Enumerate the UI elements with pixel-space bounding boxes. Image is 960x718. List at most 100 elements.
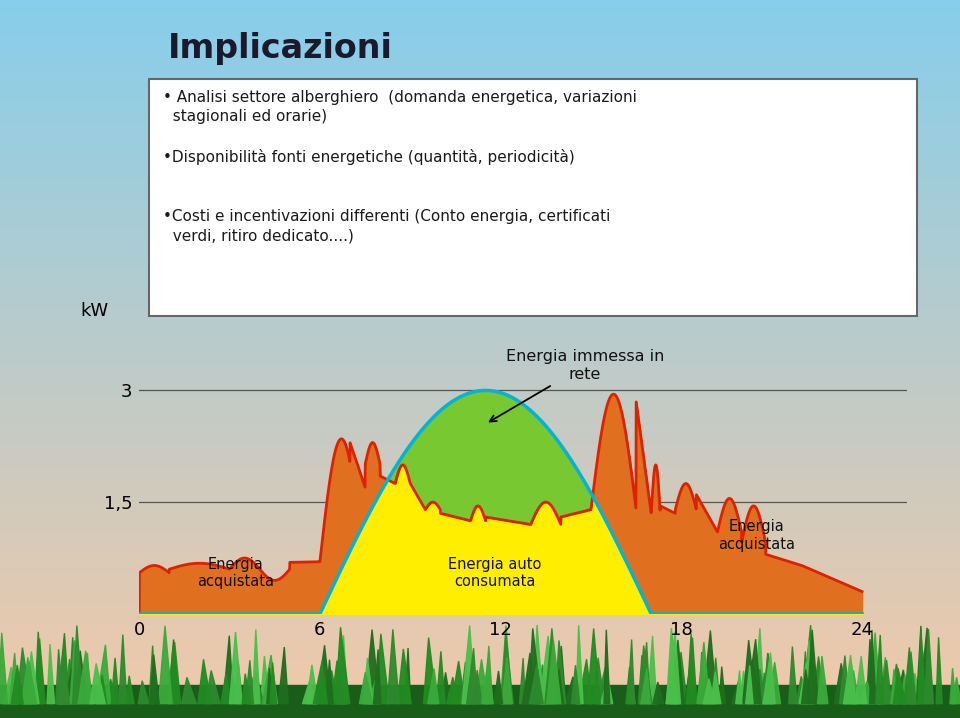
Polygon shape — [35, 638, 45, 704]
Polygon shape — [747, 639, 761, 704]
Polygon shape — [168, 640, 179, 704]
Polygon shape — [642, 673, 652, 704]
Polygon shape — [789, 646, 797, 704]
Polygon shape — [597, 667, 611, 704]
Polygon shape — [920, 652, 926, 704]
Polygon shape — [365, 630, 380, 704]
Polygon shape — [484, 646, 492, 704]
Polygon shape — [368, 682, 375, 704]
Polygon shape — [47, 644, 55, 704]
Polygon shape — [670, 640, 684, 704]
Polygon shape — [522, 653, 536, 704]
Polygon shape — [493, 671, 503, 704]
Polygon shape — [331, 661, 346, 704]
Polygon shape — [359, 672, 372, 704]
Polygon shape — [437, 651, 445, 704]
Polygon shape — [917, 626, 924, 704]
Polygon shape — [896, 670, 909, 704]
Text: Energia auto
consumata: Energia auto consumata — [448, 556, 541, 589]
Polygon shape — [719, 666, 726, 704]
Polygon shape — [387, 630, 399, 704]
Polygon shape — [670, 664, 679, 704]
Polygon shape — [641, 668, 650, 704]
Polygon shape — [4, 667, 16, 704]
Polygon shape — [803, 625, 815, 704]
Polygon shape — [302, 681, 318, 704]
Text: •Disponibilità fonti energetiche (quantità, periodicità): •Disponibilità fonti energetiche (quanti… — [163, 149, 575, 165]
Polygon shape — [482, 660, 493, 704]
Polygon shape — [68, 638, 79, 704]
Polygon shape — [565, 677, 580, 704]
Polygon shape — [920, 628, 933, 704]
Polygon shape — [653, 682, 664, 704]
Polygon shape — [870, 630, 876, 704]
Polygon shape — [335, 628, 349, 704]
Polygon shape — [57, 653, 69, 704]
Polygon shape — [428, 668, 439, 704]
Polygon shape — [628, 640, 635, 704]
Polygon shape — [950, 668, 956, 704]
Polygon shape — [170, 642, 180, 704]
Polygon shape — [840, 656, 850, 704]
Polygon shape — [313, 661, 327, 704]
Polygon shape — [743, 640, 756, 704]
Polygon shape — [746, 660, 759, 704]
Polygon shape — [467, 648, 477, 704]
Polygon shape — [749, 671, 759, 704]
Polygon shape — [462, 625, 475, 704]
Polygon shape — [818, 656, 828, 704]
Polygon shape — [74, 651, 87, 704]
Polygon shape — [538, 665, 547, 704]
Polygon shape — [16, 648, 32, 704]
Polygon shape — [756, 669, 766, 704]
Polygon shape — [326, 660, 333, 704]
Polygon shape — [126, 676, 134, 704]
Polygon shape — [541, 670, 547, 704]
Polygon shape — [666, 632, 681, 704]
Polygon shape — [373, 649, 381, 704]
Polygon shape — [711, 658, 720, 704]
Polygon shape — [588, 628, 600, 704]
Polygon shape — [223, 635, 233, 704]
Polygon shape — [799, 661, 814, 704]
Polygon shape — [540, 636, 554, 704]
Polygon shape — [229, 632, 242, 704]
Polygon shape — [936, 638, 942, 704]
Polygon shape — [638, 656, 646, 704]
Polygon shape — [872, 633, 881, 704]
Polygon shape — [12, 665, 23, 704]
Polygon shape — [267, 668, 273, 704]
Polygon shape — [249, 677, 258, 704]
Polygon shape — [23, 661, 36, 704]
Polygon shape — [768, 662, 780, 704]
Polygon shape — [528, 628, 541, 704]
Polygon shape — [168, 647, 178, 704]
Polygon shape — [0, 633, 8, 704]
Polygon shape — [242, 673, 251, 704]
Text: Energia immessa in
rete: Energia immessa in rete — [490, 350, 664, 421]
Polygon shape — [227, 676, 240, 704]
Polygon shape — [10, 653, 18, 704]
Polygon shape — [571, 666, 580, 704]
Polygon shape — [844, 663, 857, 704]
Polygon shape — [879, 657, 889, 704]
Polygon shape — [235, 661, 243, 704]
Polygon shape — [529, 664, 543, 704]
Text: Implicazioni: Implicazioni — [168, 32, 393, 65]
Polygon shape — [900, 675, 908, 704]
Polygon shape — [260, 656, 270, 704]
Polygon shape — [910, 673, 922, 704]
Polygon shape — [812, 656, 825, 704]
Polygon shape — [703, 679, 715, 704]
Polygon shape — [58, 633, 69, 704]
Polygon shape — [879, 660, 892, 704]
Text: • Analisi settore alberghiero  (domanda energetica, variazioni
  stagionali ed o: • Analisi settore alberghiero (domanda e… — [163, 90, 637, 124]
Polygon shape — [746, 666, 753, 704]
Polygon shape — [24, 663, 36, 704]
Polygon shape — [893, 668, 906, 704]
Polygon shape — [324, 671, 338, 704]
Polygon shape — [876, 635, 883, 704]
Polygon shape — [671, 663, 682, 704]
Polygon shape — [158, 626, 172, 704]
Polygon shape — [35, 632, 43, 704]
